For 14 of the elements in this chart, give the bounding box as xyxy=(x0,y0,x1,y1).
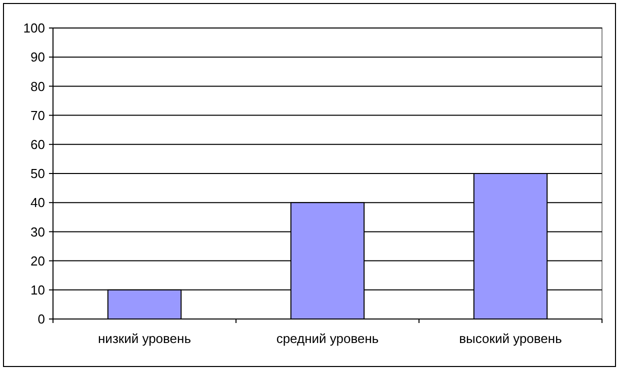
y-tick-label: 70 xyxy=(30,108,45,123)
y-tick-label: 0 xyxy=(38,312,45,327)
y-tick-label: 60 xyxy=(30,136,45,152)
y-tick-label: 30 xyxy=(30,224,45,240)
x-tick-label: средний уровень xyxy=(276,331,379,346)
y-tick-label: 20 xyxy=(30,253,45,268)
y-tick-label: 90 xyxy=(30,50,45,65)
y-tick-label: 100 xyxy=(23,20,45,36)
x-tick-label: низкий уровень xyxy=(98,331,192,346)
x-tick-label: высокий уровень xyxy=(459,331,562,346)
y-tick-label: 40 xyxy=(30,195,45,210)
y-tick-label: 10 xyxy=(30,282,45,298)
y-tick-label: 50 xyxy=(30,166,45,182)
y-tick-label: 80 xyxy=(30,78,45,94)
